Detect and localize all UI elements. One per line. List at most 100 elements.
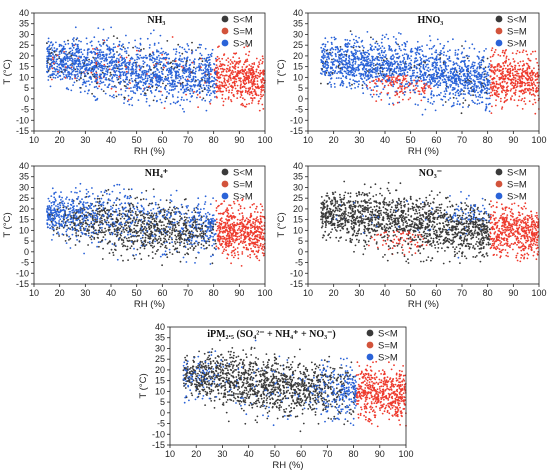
scatter-point bbox=[337, 77, 340, 79]
scatter-point bbox=[115, 70, 118, 72]
scatter-point bbox=[532, 93, 535, 96]
scatter-point bbox=[160, 47, 163, 50]
scatter-point bbox=[505, 93, 507, 96]
x-tick-label: 100 bbox=[531, 135, 546, 145]
scatter-point bbox=[503, 100, 506, 103]
scatter-point bbox=[102, 236, 105, 239]
scatter-point bbox=[415, 87, 418, 89]
scatter-point bbox=[240, 265, 243, 267]
scatter-point bbox=[243, 61, 246, 64]
scatter-point bbox=[524, 82, 527, 85]
scatter-point bbox=[223, 86, 226, 88]
scatter-point bbox=[516, 50, 519, 52]
scatter-point bbox=[435, 49, 438, 52]
scatter-point bbox=[83, 73, 86, 75]
scatter-point bbox=[207, 91, 210, 94]
scatter-point bbox=[108, 68, 111, 71]
scatter-point bbox=[371, 76, 374, 79]
scatter-point bbox=[341, 59, 343, 62]
scatter-point bbox=[78, 40, 80, 42]
scatter-point bbox=[207, 53, 210, 56]
legend-label: S<M bbox=[507, 14, 527, 25]
scatter-point bbox=[417, 104, 419, 106]
y-tick-label: -10 bbox=[290, 115, 303, 125]
scatter-point bbox=[384, 84, 386, 87]
scatter-point bbox=[414, 88, 416, 91]
scatter-point bbox=[149, 79, 152, 82]
scatter-point bbox=[237, 72, 240, 74]
scatter-point bbox=[159, 57, 162, 59]
scatter-point bbox=[260, 88, 263, 91]
scatter-point bbox=[420, 93, 423, 95]
scatter-point bbox=[393, 56, 395, 58]
scatter-point bbox=[435, 64, 437, 66]
scatter-point bbox=[143, 61, 146, 64]
scatter-point bbox=[164, 64, 167, 67]
scatter-point bbox=[100, 69, 103, 72]
scatter-point bbox=[331, 54, 333, 57]
scatter-point bbox=[462, 102, 465, 104]
scatter-point bbox=[367, 61, 369, 63]
scatter-point bbox=[341, 48, 344, 51]
scatter-point bbox=[381, 78, 384, 81]
scatter-point bbox=[70, 89, 73, 92]
y-tick-label: 5 bbox=[24, 83, 29, 93]
scatter-point bbox=[443, 81, 446, 83]
scatter-point bbox=[435, 57, 438, 59]
scatter-point bbox=[98, 85, 101, 88]
scatter-point bbox=[474, 94, 477, 96]
scatter-point bbox=[157, 85, 160, 87]
scatter-point bbox=[128, 103, 131, 106]
scatter-point bbox=[421, 50, 424, 52]
scatter-point bbox=[120, 55, 123, 57]
scatter-point bbox=[52, 43, 54, 46]
scatter-point bbox=[501, 81, 504, 84]
scatter-point bbox=[143, 89, 146, 91]
scatter-point bbox=[135, 71, 137, 74]
scatter-point bbox=[183, 72, 186, 75]
scatter-point bbox=[468, 59, 470, 62]
scatter-point bbox=[377, 59, 380, 61]
scatter-point bbox=[213, 86, 216, 89]
scatter-point bbox=[148, 74, 151, 77]
scatter-point bbox=[514, 82, 517, 85]
scatter-point bbox=[127, 68, 130, 71]
scatter-point bbox=[135, 77, 137, 80]
scatter-point bbox=[221, 57, 224, 60]
scatter-point bbox=[262, 70, 264, 72]
scatter-point bbox=[356, 81, 359, 83]
scatter-point bbox=[101, 258, 104, 260]
scatter-point bbox=[250, 227, 252, 230]
scatter-point bbox=[381, 38, 383, 40]
scatter-point bbox=[369, 81, 371, 84]
scatter-point bbox=[485, 97, 488, 100]
scatter-point bbox=[140, 56, 143, 59]
scatter-point bbox=[509, 75, 511, 78]
scatter-point bbox=[386, 93, 389, 96]
scatter-point bbox=[236, 247, 239, 249]
scatter-point bbox=[66, 55, 69, 58]
scatter-point bbox=[375, 90, 378, 92]
scatter-point bbox=[210, 70, 213, 73]
scatter-point bbox=[444, 64, 447, 67]
scatter-point bbox=[502, 54, 505, 57]
scatter-point bbox=[124, 90, 127, 92]
scatter-point bbox=[134, 39, 137, 42]
scatter-point bbox=[408, 57, 411, 60]
scatter-point bbox=[82, 78, 85, 81]
scatter-point bbox=[252, 76, 255, 78]
scatter-point bbox=[432, 78, 434, 80]
scatter-point bbox=[453, 75, 456, 77]
scatter-point bbox=[397, 70, 400, 72]
scatter-point bbox=[63, 63, 66, 66]
scatter-point bbox=[67, 39, 69, 42]
scatter-point bbox=[103, 55, 105, 58]
scatter-point bbox=[52, 53, 54, 56]
scatter-point bbox=[162, 63, 165, 66]
scatter-point bbox=[443, 44, 446, 47]
scatter-point bbox=[412, 89, 415, 91]
scatter-point bbox=[415, 81, 418, 83]
scatter-point bbox=[354, 87, 356, 89]
scatter-point bbox=[511, 72, 514, 75]
scatter-point bbox=[478, 102, 481, 105]
